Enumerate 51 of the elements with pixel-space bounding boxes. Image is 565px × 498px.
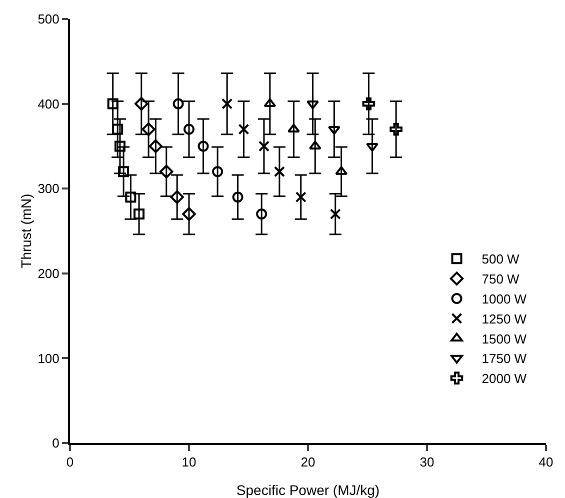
point xyxy=(330,208,341,220)
point xyxy=(274,166,285,178)
x-tick-label: 40 xyxy=(538,454,554,470)
point xyxy=(328,126,340,135)
point xyxy=(295,192,306,203)
point xyxy=(184,124,194,135)
point xyxy=(256,208,268,220)
legend-label: 1250 W xyxy=(482,311,528,326)
point xyxy=(362,97,376,110)
point xyxy=(182,207,196,221)
point xyxy=(142,122,156,136)
legend-label: 1750 W xyxy=(482,351,528,366)
point xyxy=(125,192,136,203)
y-tick-label: 0 xyxy=(52,436,60,451)
point xyxy=(264,98,276,108)
point xyxy=(160,164,174,178)
point xyxy=(170,190,184,204)
point xyxy=(134,208,145,220)
y-tick-label: 100 xyxy=(38,350,60,366)
point xyxy=(112,124,124,135)
point xyxy=(288,124,300,132)
legend-label: 500 W xyxy=(482,252,520,267)
point xyxy=(134,96,148,111)
point xyxy=(222,98,233,110)
point xyxy=(258,140,270,152)
legend-label: 1500 W xyxy=(482,331,528,346)
point xyxy=(107,98,118,110)
legend-label: 2000 W xyxy=(482,371,528,386)
legend-label: 1000 W xyxy=(482,292,528,307)
point xyxy=(212,166,224,178)
x-tick-label: 10 xyxy=(182,454,196,470)
point xyxy=(114,140,126,152)
point xyxy=(172,98,184,110)
x-axis-title: Specific Power (MJ/kg) xyxy=(236,482,380,498)
x-tick-label: 20 xyxy=(300,454,316,470)
point xyxy=(306,100,319,110)
legend-label: 750 W xyxy=(482,272,520,287)
x-tick-label: 0 xyxy=(66,454,74,470)
point xyxy=(232,192,244,203)
point xyxy=(198,140,209,152)
point xyxy=(390,122,402,136)
y-tick-label: 300 xyxy=(38,181,60,196)
y-tick-label: 200 xyxy=(38,266,60,281)
point xyxy=(148,139,163,154)
point xyxy=(238,124,250,135)
y-axis-title: Thrust (mN) xyxy=(18,194,34,268)
y-tick-label: 400 xyxy=(38,96,60,112)
x-tick-label: 30 xyxy=(420,454,434,470)
point xyxy=(366,142,378,152)
y-tick-label: 500 xyxy=(38,12,60,27)
point xyxy=(118,166,130,178)
